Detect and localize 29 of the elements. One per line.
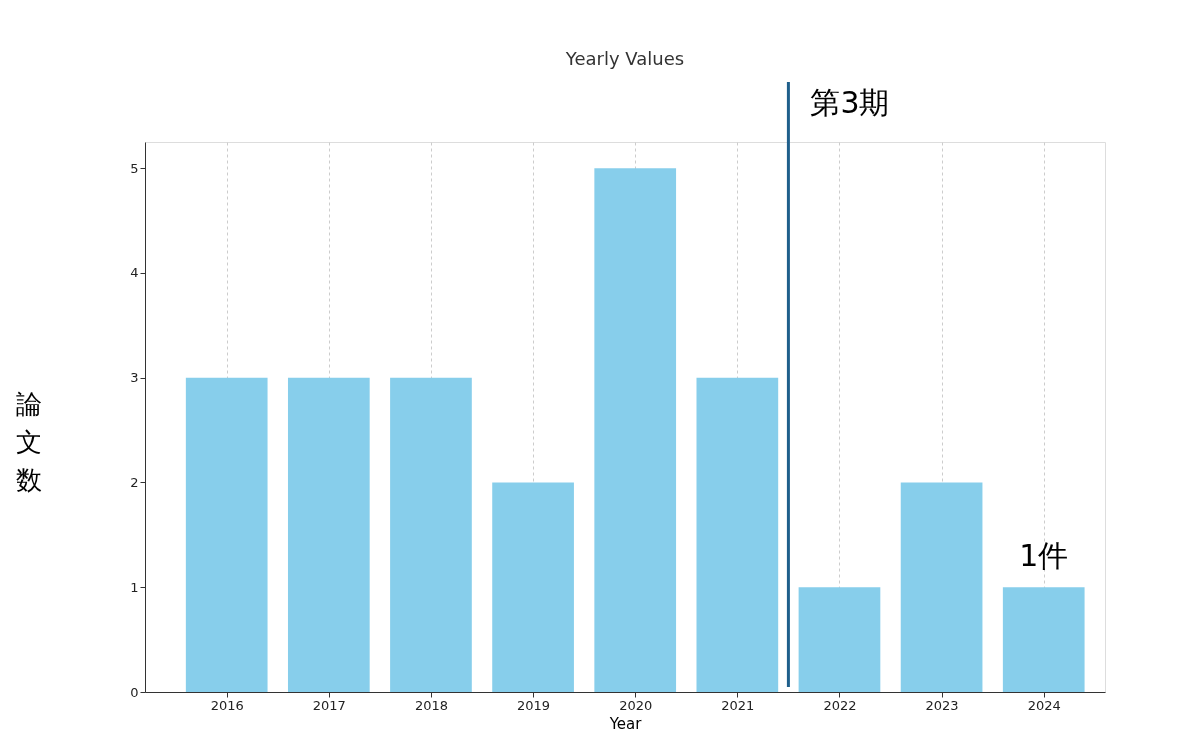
y-tick-label: 5: [130, 160, 139, 176]
bar: [798, 587, 881, 692]
ref-line-label: 第3期: [810, 85, 890, 120]
y-tick-label: 4: [130, 265, 139, 281]
x-tick-label: 2022: [823, 697, 857, 713]
x-tick-label: 2018: [414, 697, 448, 713]
bar: [1002, 587, 1085, 692]
x-tick-label: 2016: [210, 697, 244, 713]
x-tick-label: 2020: [619, 697, 653, 713]
x-tick-label: 2021: [721, 697, 755, 713]
x-tick-label: 2017: [312, 697, 346, 713]
chart-title: Yearly Values: [564, 47, 685, 69]
y-tick-label: 3: [130, 370, 139, 386]
y-tick-label: 0: [130, 684, 139, 700]
x-tick-label: 2023: [925, 697, 959, 713]
y-axis-title: 論文数: [16, 388, 43, 495]
x-tick-label: 2019: [517, 697, 551, 713]
x-axis-title: Year: [608, 714, 643, 733]
bar: [287, 377, 370, 692]
x-tick-label: 2024: [1027, 697, 1061, 713]
y-tick-label: 2: [130, 474, 139, 490]
bar: [492, 482, 574, 692]
bar: [185, 377, 268, 692]
bar: [696, 377, 779, 692]
bar: [900, 482, 983, 692]
annotation: 1件: [1019, 538, 1069, 574]
bar: [390, 377, 472, 692]
bar: [594, 168, 677, 692]
y-tick-label: 1: [130, 579, 139, 595]
